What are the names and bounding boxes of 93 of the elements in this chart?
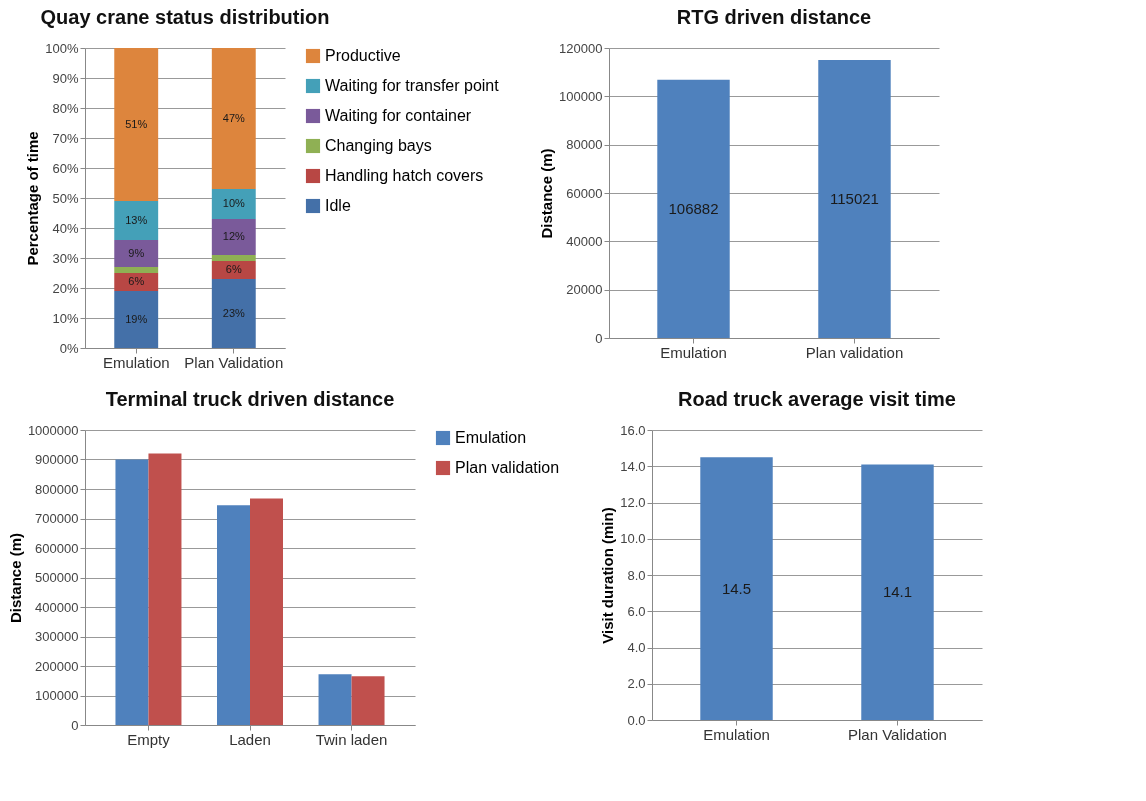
x-tick-label: Emulation: [660, 343, 727, 361]
data-label: 106882: [668, 199, 719, 217]
data-label: 47%: [222, 111, 245, 124]
chart-title: Road truck average visit time: [678, 388, 956, 410]
bar: [351, 676, 385, 725]
y-tick-label: 20%: [52, 280, 79, 296]
data-label: 23%: [222, 306, 245, 319]
y-tick-label: 700000: [35, 511, 79, 526]
legend-label: Plan validation: [455, 459, 560, 476]
y-tick-label: 6.0: [627, 603, 646, 619]
x-tick-label: Emulation: [102, 353, 170, 371]
bar: [114, 267, 159, 273]
y-axis-title: Visit duration (min): [599, 507, 617, 644]
bar: [114, 291, 159, 348]
bar: [211, 189, 256, 219]
legend-label: Emulation: [455, 429, 527, 446]
y-tick-label: 0%: [59, 340, 79, 356]
data-label: 14.1: [882, 583, 913, 601]
data-label: 6%: [225, 263, 242, 275]
y-tick-label: 30%: [52, 250, 79, 266]
y-tick-label: 0: [595, 330, 603, 346]
legend-label: Waiting for transfer point: [325, 77, 500, 94]
bar: [211, 255, 256, 261]
y-tick-label: 20000: [566, 282, 603, 298]
bar: [318, 674, 352, 725]
data-label: 6%: [128, 275, 145, 287]
y-tick-label: 60000: [566, 185, 603, 201]
y-tick-label: 10.0: [620, 531, 646, 547]
y-tick-label: 0.0: [627, 712, 646, 728]
data-label: 12%: [222, 230, 245, 242]
y-axis-title: Percentage of time: [24, 131, 42, 266]
y-tick-label: 70%: [52, 130, 79, 146]
y-tick-label: 14.0: [620, 458, 646, 474]
x-tick-label: Emulation: [703, 725, 770, 743]
legend-label: Changing bays: [325, 137, 432, 154]
y-tick-label: 80000: [566, 137, 603, 153]
x-tick-label: Plan Validation: [184, 353, 284, 371]
y-tick-label: 500000: [35, 570, 79, 585]
y-tick-label: 400000: [35, 599, 79, 615]
y-tick-label: 50%: [52, 190, 79, 206]
data-label: 10%: [222, 197, 245, 209]
data-label: 115021: [830, 190, 879, 208]
x-tick-label: Laden: [229, 730, 271, 748]
bar: [114, 240, 159, 267]
bar: [250, 498, 283, 725]
y-tick-label: 8.0: [627, 567, 646, 583]
y-tick-label: 1000000: [27, 422, 79, 438]
y-axis-title: Distance (m): [538, 148, 556, 239]
y-tick-label: 300000: [35, 629, 79, 644]
y-tick-label: 600000: [35, 540, 79, 556]
y-tick-label: 120000: [559, 40, 603, 56]
bar: [217, 505, 250, 725]
legend-label: Productive: [325, 47, 401, 64]
y-tick-label: 40%: [52, 220, 79, 236]
x-tick-label: Plan Validation: [848, 725, 947, 743]
bar: [115, 459, 149, 725]
bar: [211, 48, 256, 189]
y-tick-label: 2.0: [627, 676, 646, 692]
legend-label: Handling hatch covers: [325, 167, 484, 184]
data-label: 51%: [125, 117, 148, 130]
data-label: 13%: [125, 213, 148, 226]
bar: [114, 48, 159, 201]
chart-title: Quay crane status distribution: [40, 6, 330, 28]
chart-title: Terminal truck driven distance: [105, 388, 395, 410]
y-tick-label: 100000: [35, 688, 79, 703]
data-label: 14.5: [721, 579, 752, 597]
chart-title: RTG driven distance: [676, 6, 872, 28]
legend-label: Waiting for container: [325, 107, 472, 124]
y-tick-label: 80%: [52, 100, 79, 116]
x-tick-label: Empty: [127, 730, 171, 748]
data-label: 9%: [128, 246, 145, 259]
y-tick-label: 800000: [35, 481, 79, 497]
legend-label: Idle: [325, 197, 351, 214]
bar: [211, 219, 256, 255]
y-tick-label: 40000: [566, 233, 603, 249]
y-tick-label: 60%: [52, 160, 79, 176]
y-tick-label: 10%: [52, 310, 79, 326]
y-tick-label: 16.0: [620, 422, 646, 438]
y-tick-label: 100%: [45, 40, 79, 56]
y-axis-title: Distance (m): [6, 532, 24, 624]
y-tick-label: 90%: [52, 70, 79, 86]
x-tick-label: Plan validation: [805, 343, 904, 361]
y-tick-label: 12.0: [620, 495, 646, 510]
x-tick-label: Twin laden: [315, 730, 388, 748]
y-tick-label: 0: [71, 717, 79, 733]
bar: [114, 201, 159, 240]
y-tick-label: 4.0: [627, 640, 646, 655]
bar: [148, 453, 182, 725]
data-label: 19%: [125, 312, 148, 325]
y-tick-label: 200000: [35, 658, 79, 674]
y-tick-label: 900000: [35, 452, 79, 467]
bar: [211, 279, 256, 348]
y-tick-label: 100000: [559, 88, 603, 104]
